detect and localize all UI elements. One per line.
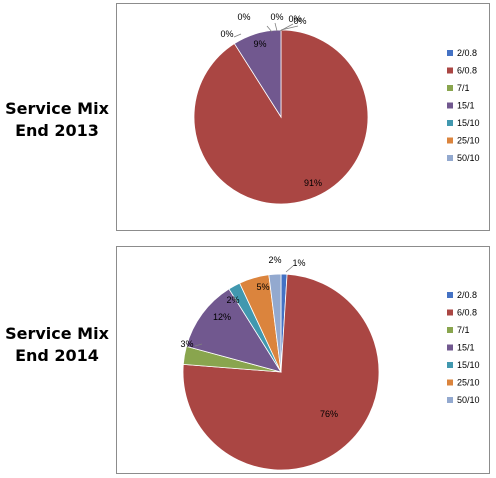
leader-line [274,22,278,32]
legend-entry: 15/1 [457,101,475,111]
legend-swatch [447,155,453,161]
legend-entry: 15/10 [457,118,480,128]
legend-swatch [447,67,453,74]
data-label: 0% [237,12,250,22]
data-label: 5% [256,282,269,292]
pie-slice-15-1 [233,29,282,119]
legend-swatch [447,362,453,368]
chart-1-title-line-2: End 2013 [15,121,99,140]
legend-entry: 15/10 [457,360,480,370]
legend-entry: 50/10 [457,395,480,405]
legend-swatch [447,137,453,144]
chart-2-title-line-2: End 2014 [15,346,99,365]
pie-slice-50-10 [268,273,282,373]
data-label: 0% [220,29,233,39]
legend-swatch [447,344,453,351]
data-label: 3% [180,339,193,349]
leader-line [233,33,242,38]
data-label: 9% [253,39,266,49]
data-label: 2% [226,295,239,305]
data-label: 12% [213,312,231,322]
data-label: 0% [288,14,301,24]
chart-2-svg: 1% 76% 3% 12% 2% 5% 2% 2/0.8 6/0.8 7/1 15/1 15/10 25… [180,255,480,471]
data-label: 76% [320,409,338,419]
legend-entry: 25/10 [457,378,480,388]
chart-1-title-line-1: Service Mix [5,99,109,118]
leader-line [280,25,299,31]
chart-2-side-title: Service Mix End 2014 [0,323,114,367]
legend-entry: 6/0.8 [457,66,477,76]
legend-entry: 25/10 [457,136,480,146]
legend-swatch [447,397,453,403]
leader-line [285,265,294,273]
chart-1-area: 0% 91% 0% 9% 0% 0% 0% 2/0.8 6/0.8 7/1 15/1 15/10 25/… [116,3,490,231]
chart-2-title-line-1: Service Mix [5,324,109,343]
chart-2-area: 1% 76% 3% 12% 2% 5% 2% 2/0.8 6/0.8 7/1 15/1 15/10 25… [116,246,490,474]
legend-swatch [447,379,453,386]
legend-entry: 7/1 [457,325,470,335]
legend-swatch [447,102,453,109]
data-label: 0% [293,16,306,26]
chart-1-svg: 0%91%0%9%0% 0%0%2/0.86/0.87/115/115/1025/… [193,12,480,205]
pie-slice-15-1 [185,288,282,373]
legend-entry: 2/0.8 [457,48,477,58]
data-label: 2% [268,255,281,265]
legend-swatch [447,85,453,91]
legend-swatch [447,292,453,298]
legend-entry: 2/0.8 [457,290,477,300]
data-label: 91% [304,178,322,188]
legend-swatch [447,327,453,333]
data-label: 1% [292,258,305,268]
legend-swatch [447,120,453,126]
data-label: 0% [270,12,283,22]
legend-entry: 7/1 [457,83,470,93]
chart-1-side-title: Service Mix End 2013 [0,98,114,142]
legend-swatch [447,309,453,316]
leader-line [194,343,203,347]
leader-line [266,25,273,33]
legend-entry: 50/10 [457,153,480,163]
legend-entry: 6/0.8 [457,308,477,318]
legend-entry: 15/1 [457,343,475,353]
legend-swatch [447,50,453,56]
